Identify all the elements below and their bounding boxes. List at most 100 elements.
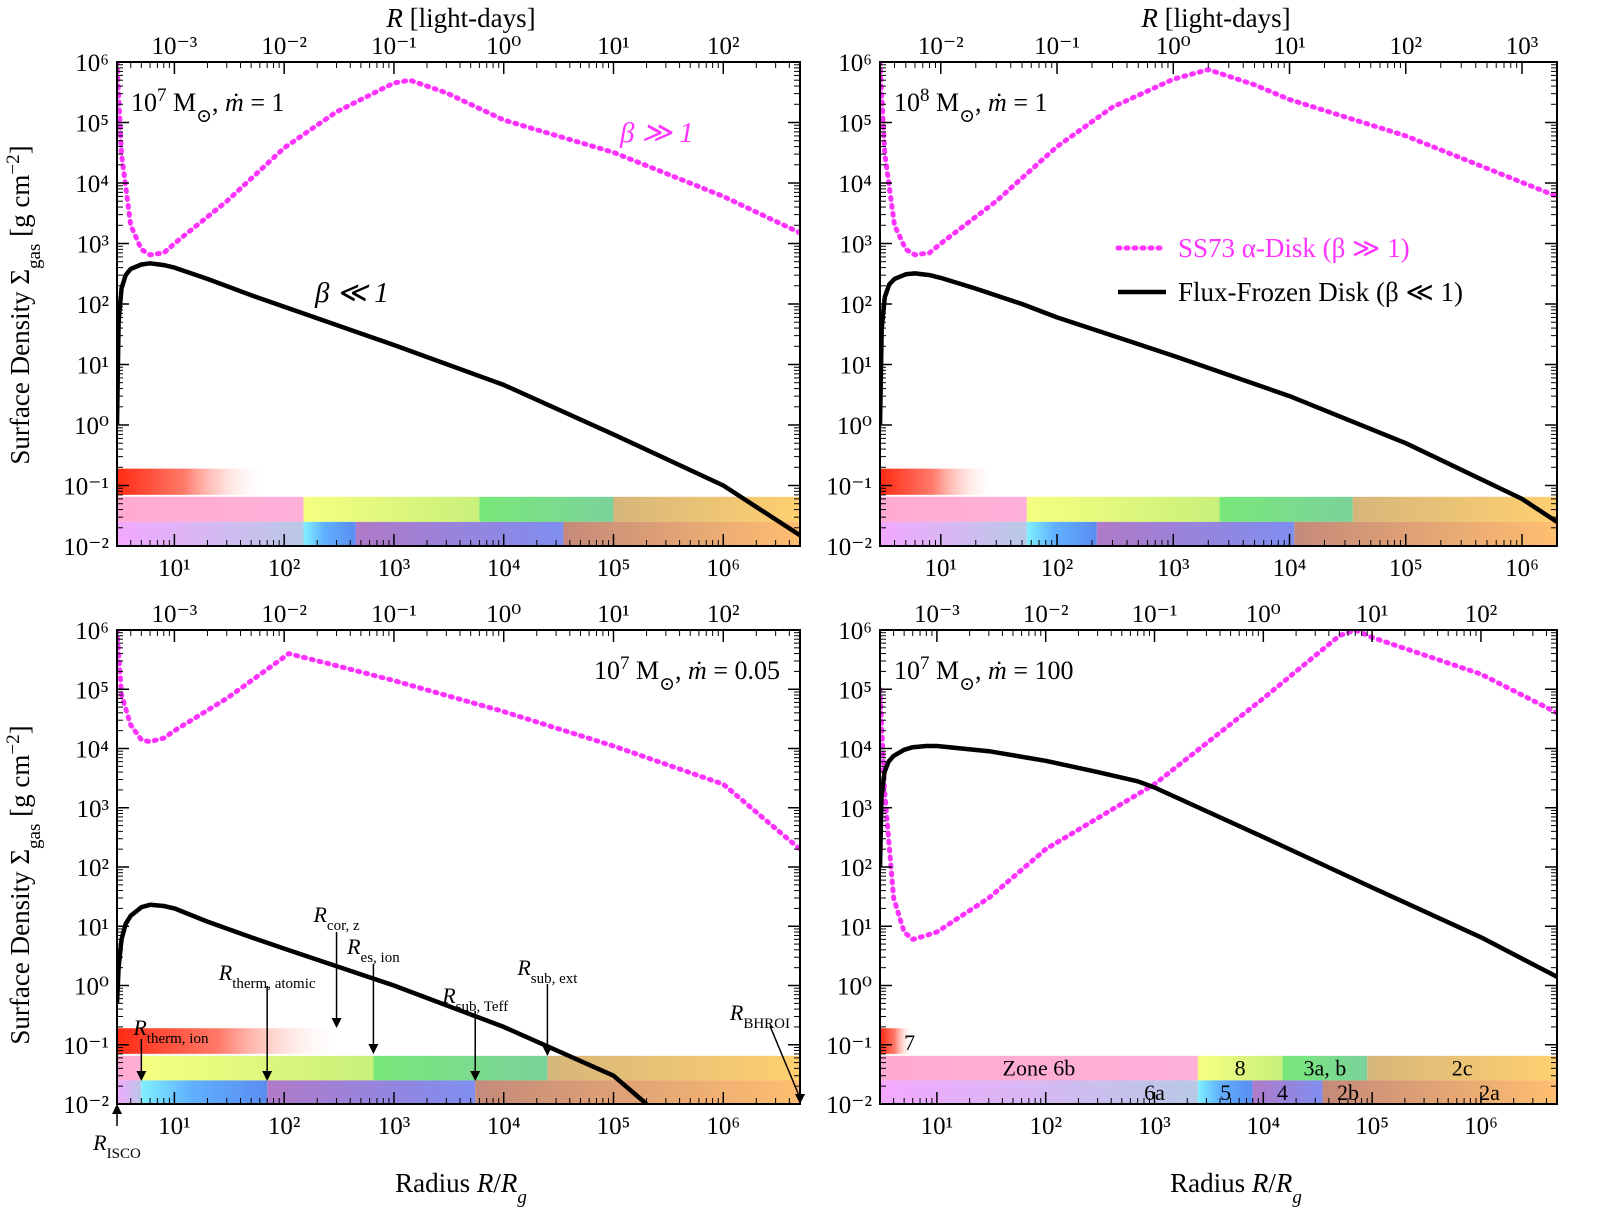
x-tick-label: 10⁶ [1505, 555, 1539, 582]
zone-label: 5 [1220, 1080, 1231, 1105]
series-ss73 [117, 630, 800, 852]
zone-bar-red [880, 1028, 913, 1054]
top-x-tick-label: 10⁻² [918, 33, 964, 60]
zone-bar-mid [547, 1055, 800, 1081]
zone-bar-mid [1219, 496, 1353, 522]
marker-arrowhead [542, 1046, 553, 1056]
y-axis-label-bottom: Surface Density Σgas [g cm−2] [3, 725, 45, 1044]
marker-label: Rcor, z [312, 902, 360, 934]
y-tick-label: 10⁻² [63, 534, 109, 561]
marker-label: Rsub, Teff [441, 983, 508, 1015]
x-tick-label: 10² [1029, 1113, 1062, 1140]
x-tick-label: 10² [268, 1113, 301, 1140]
series-flux-frozen [880, 271, 1557, 524]
zone-bar-bottom [117, 521, 304, 546]
top-x-tick-label: 10⁻¹ [1132, 601, 1178, 628]
panel-bottom-left: 10⁻² 10⁻¹ 10⁰ 10¹ 10² 10³ 10⁴ 10⁵ 10⁶ 10¹ 10² 10³ 10… [63, 601, 801, 1140]
zone-label: 8 [1235, 1055, 1246, 1080]
y-tick-label: 10³ [77, 232, 110, 259]
legend-label-ss73: SS73 α-Disk (β ≫ 1) [1178, 233, 1410, 263]
series-ss73 [880, 62, 1557, 258]
y-axis-label-top: Surface Density Σgas [g cm−2] [3, 145, 45, 464]
panel-top-right: 10⁻² 10⁻¹ 10⁰ 10¹ 10² 10³ 10⁴ 10⁵ 10⁶ 10¹ 10² 10³ 10… [826, 33, 1558, 582]
top-x-tick-label: 10⁻³ [914, 601, 960, 628]
marker-arrowhead [136, 1071, 147, 1081]
top-x-tick-label: 10¹ [1273, 33, 1306, 60]
x-tick-label: 10³ [378, 555, 411, 582]
zone-bar-mid [880, 496, 1027, 522]
marker-label: RISCO [92, 1130, 141, 1162]
marker-arrowhead [795, 1094, 805, 1104]
y-tick-label: 10³ [840, 232, 873, 259]
x-label-left: Radius R/Rg [395, 1168, 527, 1208]
marker-arrowhead [331, 1018, 342, 1028]
zone-bar-bottom [1096, 521, 1295, 546]
annotation-beta-gg: β ≫ 1 [619, 117, 694, 149]
zone-bar-mid [479, 496, 614, 522]
zone-bar-bottom [475, 1080, 800, 1104]
zone-bar-bottom [303, 521, 356, 546]
y-tick-label: 10⁴ [838, 737, 872, 764]
y-tick-label: 10⁶ [838, 618, 872, 645]
y-tick-label: 10⁻¹ [826, 474, 872, 501]
top-x-label-right: R [light-days] [1140, 3, 1290, 33]
series-ss73 [880, 630, 1557, 942]
plot-frame [879, 629, 1558, 1105]
x-tick-label: 10⁶ [1464, 1113, 1498, 1140]
x-tick-label: 10³ [1157, 555, 1190, 582]
series-flux-frozen [880, 743, 1557, 979]
top-x-tick-label: 10⁰ [486, 33, 521, 60]
x-tick-label: 10⁶ [706, 555, 740, 582]
zone-bar-bottom [117, 1080, 142, 1104]
top-x-label-left: R [light-days] [385, 3, 535, 33]
zone-bar-mid [1282, 1055, 1368, 1081]
marker-arrowhead [368, 1044, 379, 1054]
series-ss73 [117, 62, 800, 258]
zone-bar-bottom [880, 521, 1027, 546]
top-x-tick-label: 10⁻² [261, 33, 307, 60]
y-tick-label: 10¹ [77, 353, 110, 380]
x-tick-label: 10⁶ [706, 1113, 740, 1140]
y-tick-label: 10² [77, 292, 110, 319]
y-tick-label: 10⁵ [75, 111, 109, 138]
marker-label: Rsub, ext [516, 955, 578, 987]
y-tick-label: 10⁴ [75, 171, 109, 198]
y-tick-label: 10⁻¹ [63, 474, 109, 501]
y-tick-label: 10⁴ [838, 171, 872, 198]
top-x-tick-label: 10² [707, 33, 740, 60]
x-tick-label: 10⁴ [487, 555, 521, 582]
x-tick-label: 10⁴ [487, 1113, 521, 1140]
x-tick-label: 10³ [378, 1113, 411, 1140]
y-tick-label: 10¹ [77, 914, 110, 941]
y-tick-label: 10² [840, 855, 873, 882]
zone-label: 2a [1479, 1080, 1500, 1105]
zone-label: 7 [904, 1030, 915, 1055]
top-x-tick-label: 10² [1390, 33, 1423, 60]
zone-label: 2c [1452, 1055, 1473, 1080]
top-x-tick-label: 10⁻² [261, 601, 307, 628]
zone-label: 2b [1337, 1080, 1359, 1105]
y-tick-label: 10⁻¹ [63, 1033, 109, 1060]
y-tick-label: 10⁶ [75, 618, 109, 645]
top-x-tick-label: 10⁻³ [152, 601, 198, 628]
x-tick-label: 10¹ [158, 555, 191, 582]
zone-bar-bottom [1026, 521, 1097, 546]
series-flux-frozen [117, 902, 648, 1104]
zone-bar-bottom [141, 1080, 268, 1104]
y-tick-label: 10⁴ [75, 737, 109, 764]
annotation-beta-ll: β ≪ 1 [314, 277, 389, 309]
panel-top-left: 10⁻² 10⁻¹ 10⁰ 10¹ 10² 10³ 10⁴ 10⁵ 10⁶ 10¹ 10² 10³ 10… [63, 33, 801, 582]
panel-title: 107 M⊙, ṁ = 1 [131, 85, 285, 127]
x-tick-label: 10⁴ [1273, 555, 1307, 582]
y-tick-label: 10⁵ [75, 677, 109, 704]
top-x-tick-label: 10² [1465, 601, 1498, 628]
marker-arrowhead [470, 1071, 481, 1081]
zone-bar-mid [1197, 1055, 1283, 1081]
y-tick-label: 10² [840, 292, 873, 319]
series-flux-frozen [117, 261, 800, 538]
zone-bar-red [117, 1028, 344, 1054]
x-tick-label: 10⁴ [1246, 1113, 1280, 1140]
marker-arrowhead [112, 1104, 122, 1114]
zone-bar-mid [1367, 1055, 1557, 1081]
